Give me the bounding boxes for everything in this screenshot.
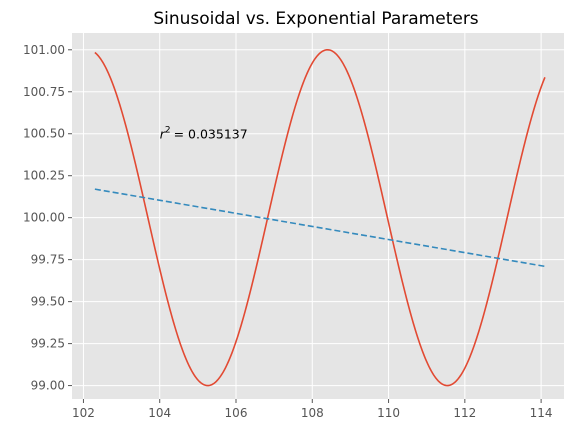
x-tick-label: 114 <box>530 406 553 420</box>
x-tick-label: 104 <box>148 406 171 420</box>
tick-labels: 102 104 106 108 110 112 114 99.00 99.25 99.50 99.7… <box>23 43 553 420</box>
y-tick-label: 100.00 <box>23 211 65 225</box>
plot-area <box>72 33 564 399</box>
x-tick-label: 110 <box>377 406 400 420</box>
annotation-variable: r <box>160 127 166 142</box>
sinusoid-line <box>94 48 546 387</box>
r-squared-annotation: r2 = 0.035137 <box>160 126 248 142</box>
y-tick-label: 100.75 <box>23 85 65 99</box>
y-tick-label: 101.00 <box>23 43 65 57</box>
y-tick-label: 99.00 <box>31 379 65 393</box>
annotation-value: = 0.035137 <box>174 127 248 142</box>
grid-lines <box>72 33 564 399</box>
annotation-superscript: 2 <box>165 126 171 136</box>
y-tick-label: 100.25 <box>23 169 65 183</box>
chart-title: Sinusoidal vs. Exponential Parameters <box>153 9 478 29</box>
x-tick-label: 106 <box>225 406 248 420</box>
x-tick-label: 112 <box>453 406 476 420</box>
y-tick-label: 99.75 <box>31 253 65 267</box>
trend-line-dashed <box>94 188 546 268</box>
x-tick-label: 102 <box>72 406 95 420</box>
series-group <box>94 48 546 387</box>
y-tick-label: 99.50 <box>31 295 65 309</box>
annotations: r2 = 0.035137 <box>160 126 248 142</box>
y-tick-label: 100.50 <box>23 127 65 141</box>
x-tick-label: 108 <box>301 406 324 420</box>
y-tick-label: 99.25 <box>31 337 65 351</box>
